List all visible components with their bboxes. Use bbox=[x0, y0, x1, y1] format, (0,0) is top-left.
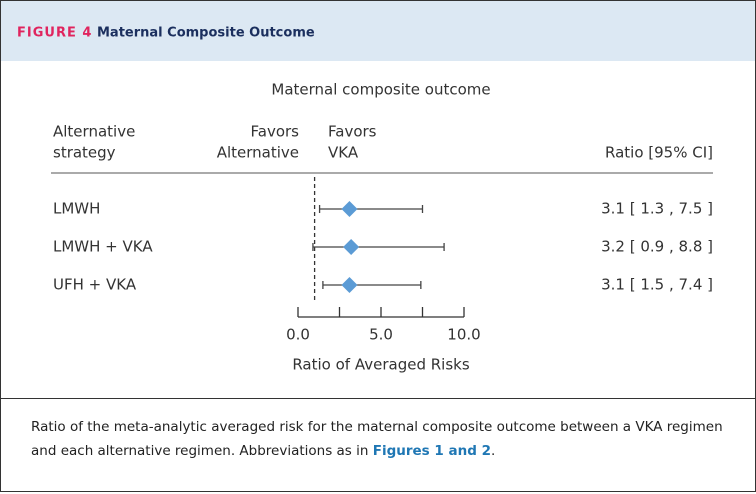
caption-link[interactable]: Figures 1 and 2 bbox=[372, 443, 491, 459]
subtitle: Maternal composite outcome bbox=[271, 81, 490, 99]
x-tick-label: 5.0 bbox=[369, 326, 393, 344]
caption-text: Ratio of the meta-analytic averaged risk… bbox=[31, 419, 723, 459]
value-label: 3.1 [ 1.5 , 7.4 ] bbox=[601, 276, 713, 294]
caption: Ratio of the meta-analytic averaged risk… bbox=[1, 399, 755, 463]
column-header: VKA bbox=[328, 144, 359, 162]
column-header: strategy bbox=[53, 144, 116, 162]
x-tick-label: 10.0 bbox=[447, 326, 480, 344]
point-estimate bbox=[343, 239, 360, 255]
column-header: Favors bbox=[328, 123, 377, 141]
caption-end: . bbox=[490, 443, 496, 459]
x-axis-label: Ratio of Averaged Risks bbox=[292, 356, 469, 374]
column-header: Alternative bbox=[217, 144, 299, 162]
figure-panel: FIGURE 4 Maternal Composite Outcome Mate… bbox=[0, 0, 756, 399]
header-band bbox=[1, 1, 755, 61]
caption-panel: Ratio of the meta-analytic averaged risk… bbox=[0, 398, 756, 492]
chart: FIGURE 4 Maternal Composite Outcome Mate… bbox=[1, 1, 755, 374]
figure-title: Maternal Composite Outcome bbox=[97, 26, 315, 41]
figure-label: FIGURE 4 bbox=[17, 26, 92, 41]
row-label: UFH + VKA bbox=[53, 276, 137, 294]
point-estimate bbox=[341, 201, 358, 217]
point-estimate bbox=[341, 277, 358, 293]
row-label: LMWH + VKA bbox=[53, 238, 153, 256]
column-header: Ratio [95% CI] bbox=[605, 144, 713, 162]
column-header: Favors bbox=[251, 123, 300, 141]
value-label: 3.1 [ 1.3 , 7.5 ] bbox=[601, 200, 713, 218]
row-label: LMWH bbox=[53, 200, 100, 218]
x-tick-label: 0.0 bbox=[286, 326, 310, 344]
column-header: Alternative bbox=[53, 123, 135, 141]
value-label: 3.2 [ 0.9 , 8.8 ] bbox=[601, 238, 713, 256]
